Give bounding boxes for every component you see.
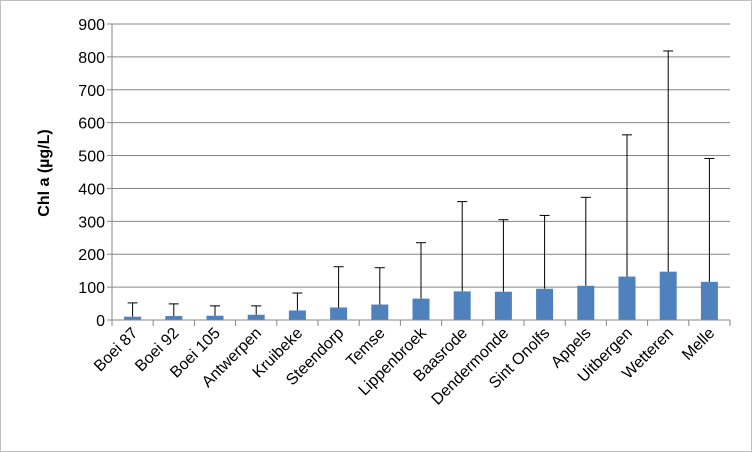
bar [288,310,306,320]
bar [206,315,224,320]
bar [412,298,430,320]
bar [494,291,512,320]
y-tick-label: 300 [78,214,105,231]
bar [700,281,718,320]
error-bars [127,50,715,317]
y-tick-label: 0 [96,313,105,330]
bar [618,276,636,320]
bar [577,285,595,320]
bar [330,307,348,320]
y-tick-label: 600 [78,116,105,133]
x-tick-label: Boei 87 [91,325,141,375]
bar [124,316,142,320]
y-tick-label: 100 [78,280,105,297]
x-tick-label: Melle [679,325,718,364]
bar [453,291,471,320]
y-tick-label: 900 [78,17,105,34]
y-tick-label: 800 [78,50,105,67]
bar [536,288,554,320]
bar [659,271,677,320]
bars [124,271,718,320]
y-tick-label: 500 [78,149,105,166]
y-tick-label: 400 [78,181,105,198]
gridlines [112,23,730,288]
y-axis-label: Chl a (µg/L) [36,129,53,216]
y-tick-label: 700 [78,83,105,100]
axes [107,23,731,326]
bar [165,316,183,320]
bar [247,314,265,320]
y-tick-labels: 0 100 200 300 400 500 600 700 800 900 [78,17,105,330]
bar [371,304,389,320]
y-tick-label: 200 [78,247,105,264]
